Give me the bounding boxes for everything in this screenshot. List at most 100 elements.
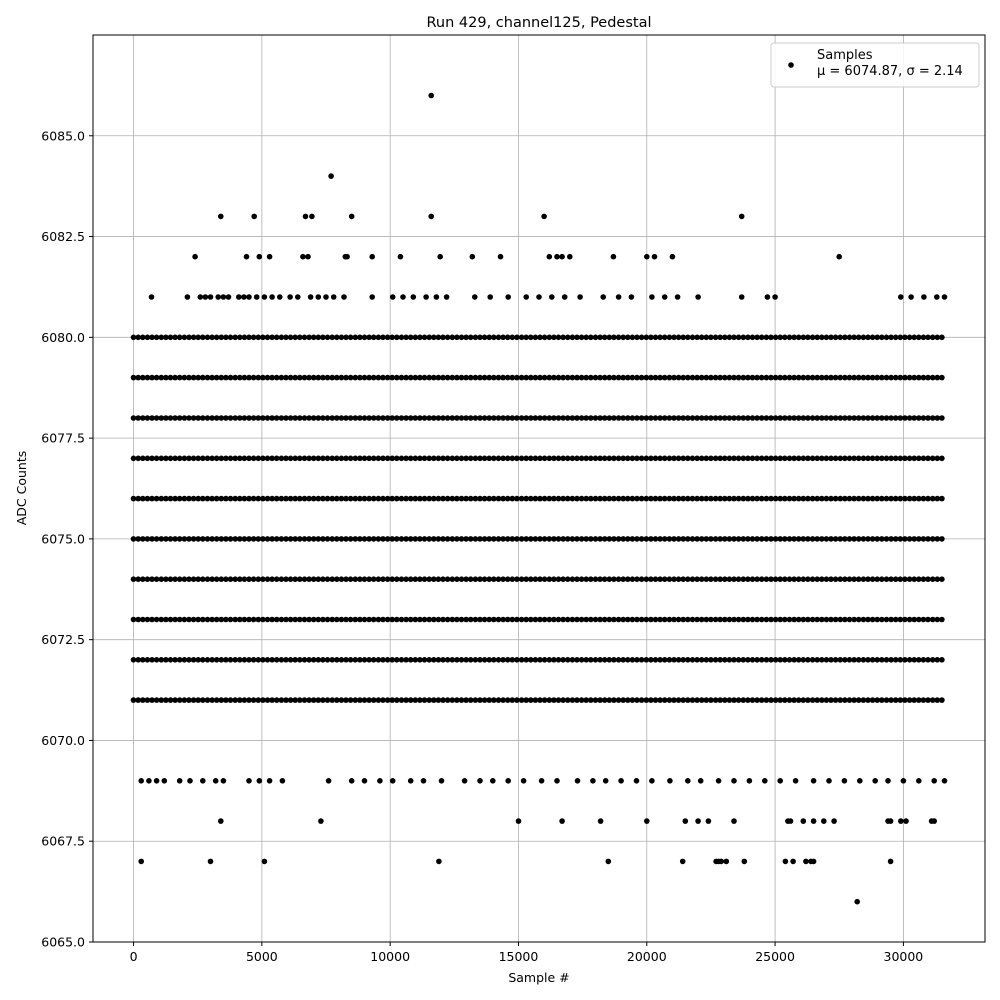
data-point (698, 657, 705, 663)
data-point (347, 495, 354, 502)
data-point (551, 536, 557, 542)
data-point (618, 778, 624, 784)
data-point (213, 455, 220, 462)
data-point (246, 374, 252, 381)
data-point (726, 657, 733, 663)
data-point (810, 778, 817, 784)
data-point (925, 697, 931, 703)
data-point (384, 415, 391, 421)
data-point (528, 697, 534, 703)
data-point (329, 455, 336, 462)
data-point (698, 455, 705, 462)
data-point (903, 818, 909, 824)
data-point (292, 374, 299, 381)
data-point (671, 495, 677, 502)
data-point (277, 294, 283, 300)
data-point (920, 536, 927, 542)
data-point (731, 778, 737, 784)
data-point (885, 778, 891, 784)
data-point (583, 657, 589, 663)
data-point (467, 657, 474, 663)
data-point (588, 657, 594, 663)
data-point (443, 294, 450, 300)
data-point (454, 374, 460, 381)
data-point (832, 455, 839, 462)
data-point (685, 495, 691, 502)
data-point (805, 697, 811, 703)
x-tick-label: 0 (130, 949, 138, 964)
data-point (643, 697, 650, 703)
data-point (777, 616, 783, 623)
data-point (551, 495, 557, 502)
data-point (855, 495, 862, 502)
data-point (555, 495, 562, 502)
data-point (888, 616, 894, 623)
data-point (925, 455, 931, 462)
data-point (176, 374, 183, 381)
data-point (292, 697, 299, 703)
data-point (934, 616, 941, 623)
data-point (163, 616, 169, 623)
data-point (717, 576, 723, 582)
data-point (597, 657, 603, 663)
data-point (574, 697, 580, 703)
data-point (421, 697, 428, 703)
data-point (246, 415, 252, 421)
data-point (454, 616, 460, 623)
data-point (444, 657, 451, 663)
data-point (823, 495, 830, 502)
data-point (197, 294, 204, 300)
data-point (823, 374, 830, 381)
data-point (902, 334, 908, 341)
data-point (375, 697, 382, 703)
data-point (343, 495, 349, 502)
data-point (292, 455, 299, 462)
data-point (161, 778, 168, 784)
data-point (417, 616, 423, 623)
data-point (278, 374, 285, 381)
data-point (828, 495, 834, 502)
data-point (841, 778, 848, 784)
data-point (916, 697, 922, 703)
data-point (574, 536, 580, 542)
data-point (486, 415, 493, 421)
data-point (140, 697, 146, 703)
data-point (329, 536, 336, 542)
data-point (172, 536, 178, 542)
data-point (652, 455, 659, 462)
data-point (916, 576, 922, 582)
data-point (560, 495, 566, 502)
data-point (667, 778, 673, 784)
data-point (648, 495, 654, 502)
data-point (220, 294, 227, 300)
data-point (786, 576, 793, 582)
data-point (777, 495, 783, 502)
data-point (324, 334, 331, 341)
data-point (703, 697, 710, 703)
data-point (318, 818, 324, 824)
data-point (583, 697, 589, 703)
data-point (685, 576, 691, 582)
data-point (791, 334, 797, 341)
data-point (749, 657, 756, 663)
data-point (546, 536, 553, 542)
data-point (463, 657, 469, 663)
data-point (703, 657, 710, 663)
data-point (916, 495, 922, 502)
data-point (135, 657, 141, 663)
data-point (273, 697, 280, 703)
data-point (754, 616, 760, 623)
data-point (560, 576, 566, 582)
data-point (620, 334, 626, 341)
data-point (620, 536, 626, 542)
data-point (703, 576, 710, 582)
data-point (181, 374, 188, 381)
data-point (546, 697, 553, 703)
data-point (695, 818, 701, 824)
data-point (689, 374, 696, 381)
data-point (698, 374, 705, 381)
data-point (735, 536, 742, 542)
data-point (190, 415, 197, 421)
data-point (218, 495, 225, 502)
